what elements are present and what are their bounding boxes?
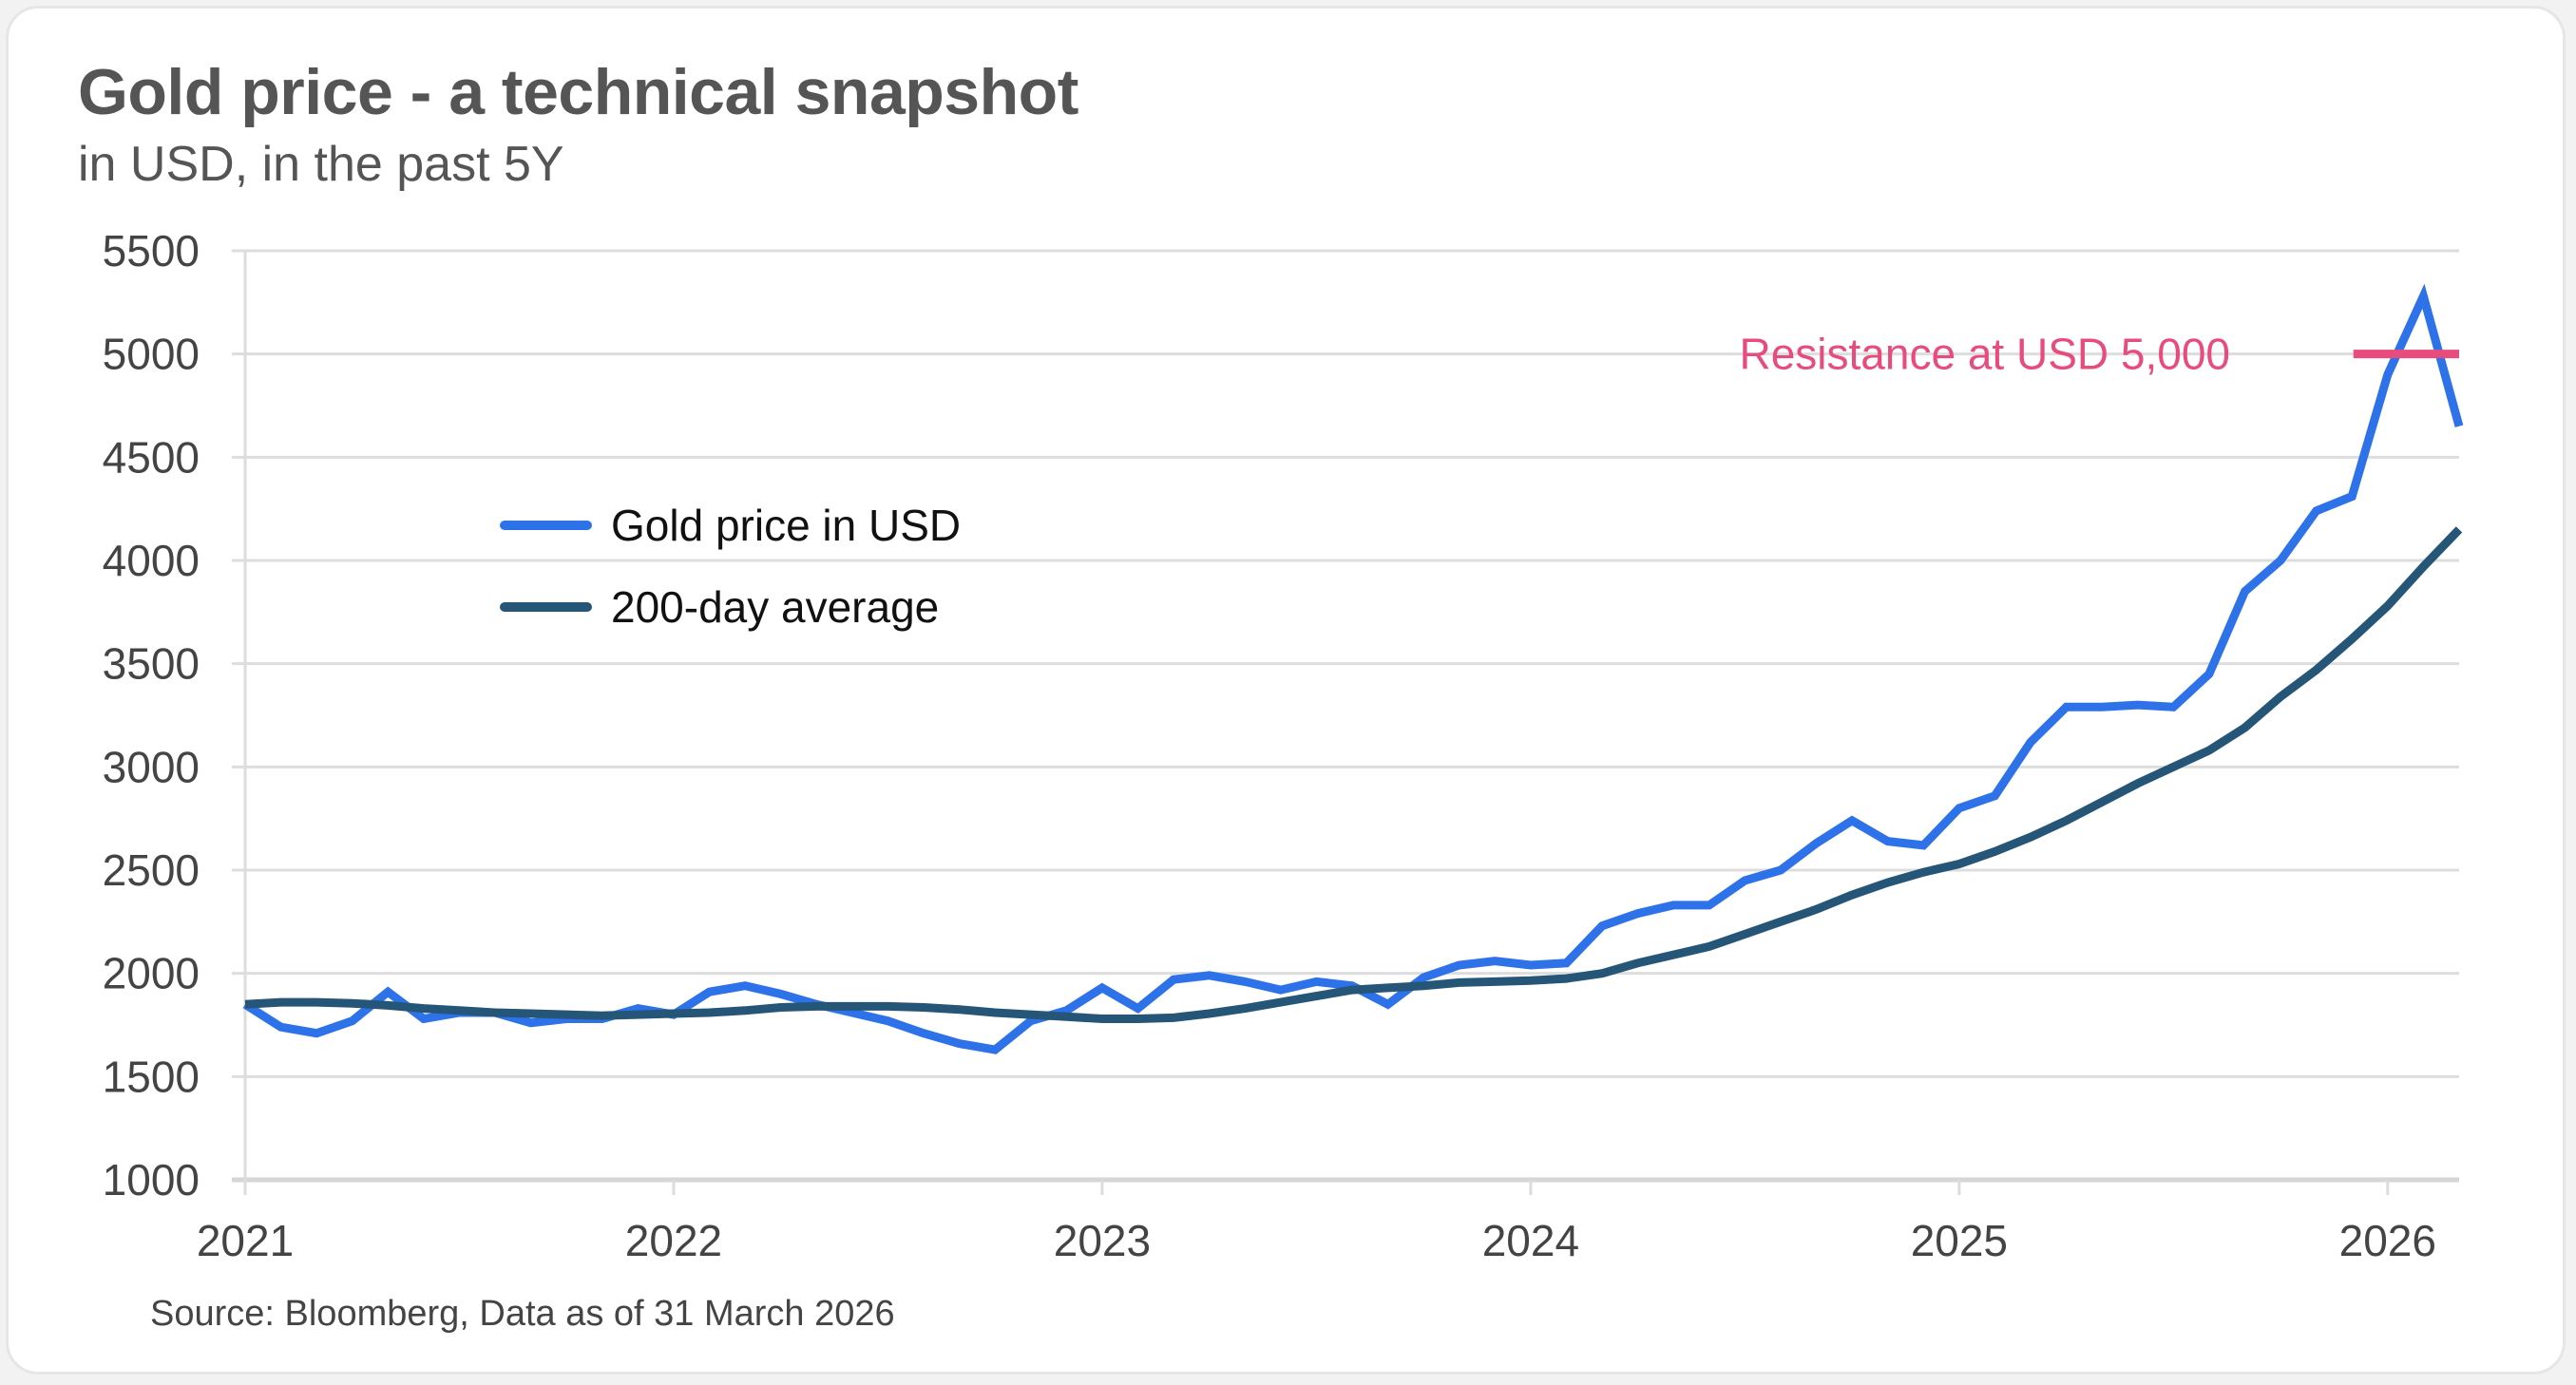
legend-label-200-day-average: 200-day average — [611, 582, 939, 632]
y-axis-ticks: 1000 1500 2000 2500 3000 3500 4000 4500 5000 5500 — [103, 226, 200, 1205]
x-tick-label: 2025 — [1911, 1216, 2008, 1265]
source-note: Source: Bloomberg, Data as of 31 March 2… — [150, 1294, 895, 1334]
annotations: Resistance at USD 5,000 — [1740, 330, 2459, 379]
chart-subtitle: in USD, in the past 5Y — [78, 137, 564, 192]
y-tick-label: 5500 — [103, 226, 200, 275]
y-tick-label: 2500 — [103, 845, 200, 895]
x-tick-label: 2024 — [1482, 1216, 1579, 1265]
resistance-label: Resistance at USD 5,000 — [1740, 330, 2231, 379]
x-axis-ticks: 2021 2022 2023 2024 2025 2026 — [197, 1180, 2436, 1265]
y-tick-label: 1500 — [103, 1052, 200, 1101]
y-tick-label: 3000 — [103, 742, 200, 791]
chart-card — [6, 6, 2566, 1375]
legend-label-gold-price: Gold price in USD — [611, 501, 961, 550]
series-lines — [242, 283, 2464, 1054]
y-tick-label: 5000 — [103, 330, 200, 379]
y-tick-label: 2000 — [103, 949, 200, 998]
gridlines — [232, 249, 2459, 1183]
x-tick-label: 2021 — [197, 1216, 294, 1265]
y-tick-label: 4000 — [103, 536, 200, 585]
legend: Gold price in USD 200-day average — [500, 501, 961, 632]
y-tick-label: 3500 — [103, 639, 200, 689]
series-line-gold-price — [242, 283, 2464, 1054]
x-tick-label: 2023 — [1054, 1216, 1151, 1265]
chart-title: Gold price - a technical snapshot — [78, 56, 1078, 128]
x-tick-label: 2022 — [625, 1216, 722, 1265]
y-tick-label: 4500 — [103, 432, 200, 482]
x-tick-label: 2026 — [2339, 1216, 2436, 1265]
series-line-200-day-average — [244, 526, 2463, 1023]
y-tick-label: 1000 — [103, 1155, 200, 1205]
